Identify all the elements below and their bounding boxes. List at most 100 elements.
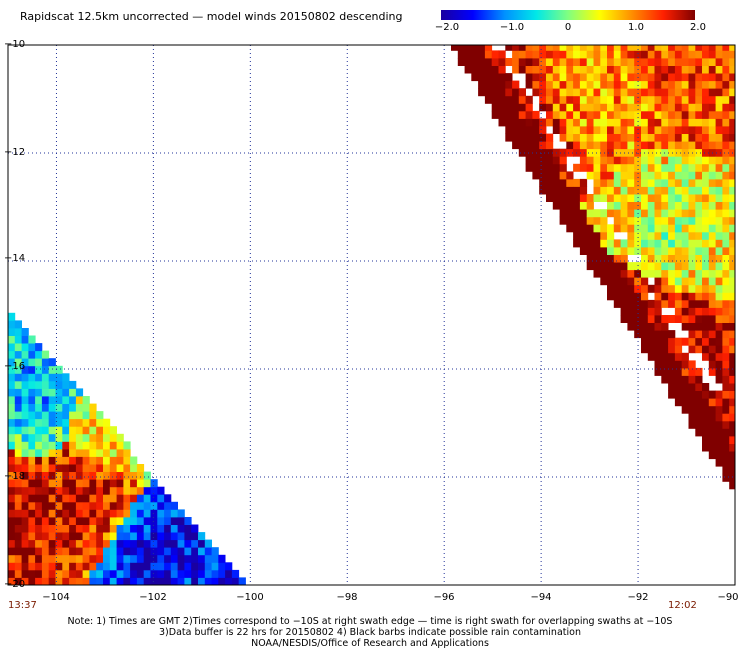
heatmap-cell: [695, 337, 703, 346]
heatmap-cell: [566, 209, 574, 218]
heatmap-cell: [620, 80, 628, 89]
heatmap-cell: [708, 292, 716, 301]
heatmap-cell: [157, 517, 165, 525]
x-tick-label: −104: [42, 592, 70, 603]
heatmap-cell: [620, 65, 628, 74]
heatmap-cell: [75, 517, 84, 525]
heatmap-cell: [695, 315, 703, 323]
heatmap-cell: [41, 403, 50, 412]
heatmap-cell: [620, 254, 628, 263]
heatmap-cell: [512, 110, 520, 119]
heatmap-cell: [55, 577, 63, 585]
heatmap-cell: [654, 284, 662, 293]
heatmap-cell: [729, 405, 735, 414]
heatmap-cell: [702, 330, 710, 339]
heatmap-cell: [647, 65, 655, 74]
heatmap-cell: [103, 532, 111, 541]
heatmap-cell: [715, 398, 723, 407]
heatmap-cell: [62, 418, 70, 427]
heatmap-cell: [69, 486, 77, 495]
heatmap-cell: [55, 403, 63, 412]
heatmap-cell: [722, 178, 730, 187]
heatmap-cell: [75, 396, 84, 404]
heatmap-cell: [69, 426, 77, 435]
heatmap-cell: [123, 464, 131, 472]
heatmap-cell: [634, 103, 642, 112]
heatmap-cell: [654, 224, 662, 233]
heatmap-cell: [62, 577, 70, 585]
heatmap-cell: [559, 95, 567, 104]
heatmap-cell: [729, 126, 735, 134]
heatmap-cell: [552, 110, 560, 119]
heatmap-cell: [593, 73, 601, 82]
heatmap-cell: [722, 428, 730, 437]
heatmap-cell: [600, 95, 608, 104]
heatmap-cell: [123, 486, 131, 495]
heatmap-cell: [729, 110, 735, 119]
heatmap-cell: [641, 337, 649, 346]
heatmap-cell: [722, 201, 730, 210]
heatmap-cell: [674, 254, 683, 263]
heatmap-cell: [579, 73, 588, 82]
heatmap-cell: [157, 532, 165, 541]
heatmap-cell: [674, 58, 683, 66]
heatmap-cell: [55, 532, 63, 541]
heatmap-cell: [702, 352, 710, 361]
y-tick-label: −10: [4, 39, 26, 50]
heatmap-cell: [136, 554, 145, 563]
heatmap-cell: [647, 118, 655, 127]
heatmap-cell: [82, 547, 90, 556]
heatmap-cell: [668, 126, 676, 134]
heatmap-cell: [647, 186, 655, 195]
heatmap-cell: [89, 554, 97, 563]
heatmap-cell: [634, 247, 642, 255]
heatmap-cell: [28, 350, 36, 359]
heatmap-cell: [35, 464, 43, 472]
heatmap-cell: [164, 562, 172, 571]
heatmap-cell: [211, 569, 219, 578]
heatmap-cell: [620, 156, 628, 165]
heatmap-cell: [464, 58, 472, 66]
heatmap-cell: [722, 436, 730, 444]
heatmap-cell: [103, 509, 111, 518]
heatmap-cell: [62, 471, 70, 480]
heatmap-cell: [89, 403, 97, 412]
heatmap-cell: [116, 577, 124, 585]
heatmap-cell: [123, 517, 131, 525]
heatmap-cell: [566, 103, 574, 112]
heatmap-cell: [661, 231, 669, 240]
heatmap-cell: [491, 110, 499, 119]
heatmap-cell: [170, 554, 178, 563]
heatmap-cell: [695, 216, 703, 225]
heatmap-cell: [634, 110, 642, 119]
heatmap-cell: [654, 360, 662, 369]
heatmap-cell: [593, 148, 601, 157]
heatmap-cell: [566, 201, 574, 210]
heatmap-cell: [681, 73, 689, 82]
heatmap-cell: [674, 345, 683, 354]
heatmap-cell: [681, 254, 689, 263]
heatmap-cell: [14, 403, 22, 412]
heatmap-cell: [688, 398, 696, 407]
heatmap-cell: [28, 501, 36, 510]
heatmap-cell: [729, 299, 735, 308]
heatmap-cell: [532, 58, 540, 66]
heatmap-cell: [184, 547, 192, 556]
heatmap-cell: [715, 103, 723, 112]
heatmap-cell: [613, 73, 621, 82]
heatmap-cell: [471, 58, 479, 66]
heatmap-cell: [674, 307, 683, 316]
heatmap-cell: [647, 133, 655, 142]
heatmap-cell: [668, 163, 676, 172]
heatmap-cell: [204, 569, 212, 578]
heatmap-cell: [62, 403, 70, 412]
heatmap-cell: [647, 315, 655, 323]
heatmap-cell: [55, 433, 63, 442]
heatmap-cell: [641, 262, 649, 271]
heatmap-cell: [478, 65, 486, 74]
heatmap-cell: [505, 126, 513, 134]
heatmap-cell: [21, 539, 29, 548]
heatmap-cell: [123, 471, 131, 480]
heatmap-cell: [722, 133, 730, 142]
heatmap-cell: [668, 110, 676, 119]
